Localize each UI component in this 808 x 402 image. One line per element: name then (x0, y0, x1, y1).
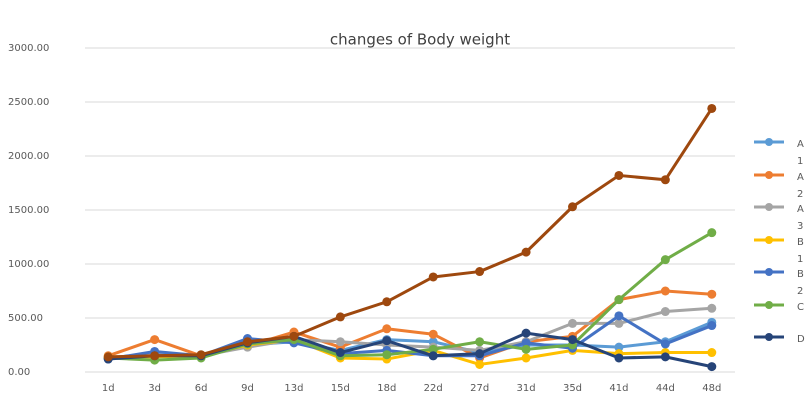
point (428, 272, 438, 282)
y-tick-label: 0.00 (8, 367, 30, 378)
point (428, 351, 438, 361)
legend-marker (765, 203, 773, 211)
point (103, 352, 113, 362)
chart-title: changes of Body weight (330, 31, 510, 49)
x-tick-label: 15d (331, 383, 350, 394)
point (243, 337, 252, 347)
point (475, 267, 485, 277)
x-tick-label: 48d (702, 383, 721, 394)
point (382, 336, 392, 346)
point (382, 297, 392, 307)
point (707, 228, 717, 238)
x-tick-label: 9d (241, 383, 254, 394)
point (614, 311, 624, 321)
point (475, 359, 485, 369)
legend-swatch (754, 333, 784, 341)
legend-swatch (754, 268, 784, 276)
legend-label: A3 (797, 204, 804, 232)
legend-swatch (754, 138, 784, 146)
legend-marker (765, 268, 773, 276)
x-tick-label: 44d (656, 383, 675, 394)
point (335, 312, 345, 322)
point (521, 328, 531, 338)
y-tick-label: 3000.00 (8, 43, 49, 54)
point (150, 335, 160, 345)
x-tick-label: 18d (377, 383, 396, 394)
legend-marker (765, 138, 773, 146)
point (382, 324, 392, 334)
x-tick-label: 1d (102, 383, 115, 394)
point (707, 103, 717, 113)
legend-swatch (754, 170, 784, 179)
x-tick-label: 3d (148, 383, 161, 394)
x-tick-label: 13d (284, 383, 303, 394)
point (660, 339, 670, 349)
y-tick-label: 2000.00 (8, 151, 49, 162)
y-tick-label: 2500.00 (8, 97, 49, 108)
point (335, 337, 345, 347)
point (614, 353, 624, 363)
point (660, 352, 670, 362)
point (196, 350, 206, 360)
legend-marker (765, 333, 773, 341)
legend-swatch (754, 300, 784, 309)
point (475, 337, 485, 347)
legend-label: A2 (797, 171, 804, 200)
x-tick-label: 35d (563, 383, 582, 394)
legend-swatch (754, 203, 784, 211)
point (614, 342, 624, 352)
legend-label: D (797, 334, 805, 345)
point (707, 348, 717, 358)
legend-swatch (754, 235, 784, 244)
legend-label: B1 (797, 236, 804, 265)
y-tick-label: 1500.00 (8, 205, 49, 216)
legend-marker (765, 170, 773, 179)
series-line (108, 107, 714, 359)
point (614, 318, 624, 328)
point (660, 255, 670, 265)
x-tick-label: 41d (609, 383, 628, 394)
point (660, 307, 670, 317)
point (568, 202, 577, 212)
point (428, 344, 438, 354)
point (521, 338, 531, 348)
point (521, 353, 531, 363)
legend-label: C (797, 301, 804, 313)
point (335, 348, 345, 358)
legend-label: B2 (797, 269, 804, 297)
x-tick-label: 27d (470, 383, 489, 394)
y-tick-label: 500.00 (8, 313, 43, 324)
x-tick-label: 31d (517, 383, 536, 394)
point (289, 331, 299, 341)
point (707, 321, 717, 331)
point (707, 303, 717, 313)
x-tick-label: 6d (195, 383, 208, 394)
point (475, 349, 485, 359)
point (707, 362, 717, 372)
point (660, 286, 670, 296)
point (614, 295, 624, 305)
point (521, 247, 531, 257)
x-tick-label: 22d (424, 383, 443, 394)
point (707, 289, 717, 299)
legend-marker (765, 300, 773, 309)
point (521, 344, 531, 354)
point (568, 318, 577, 328)
point (614, 170, 624, 180)
series-line (108, 231, 713, 362)
point (382, 350, 392, 360)
legend-label: A1 (797, 139, 804, 167)
y-tick-label: 1000.00 (8, 259, 49, 270)
legend-marker (765, 235, 773, 244)
point (428, 329, 438, 339)
point (150, 351, 160, 361)
point (568, 335, 577, 345)
point (660, 175, 670, 185)
